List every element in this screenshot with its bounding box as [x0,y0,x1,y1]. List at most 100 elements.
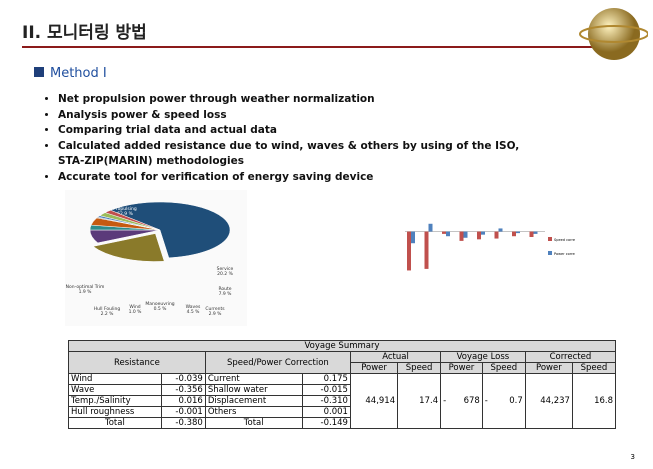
pie-label-value: 1.9 % [79,289,93,295]
cell: Total [68,417,162,429]
cell: -0.039 [160,373,206,385]
header: Voyage Loss [440,351,526,363]
bar [533,231,538,234]
pie-label: Waves 4.5 % [186,304,201,315]
pie-label: Manoeuvring 0.5 % [145,301,174,312]
pie-label-value: 2.2 % [101,311,115,317]
bar [459,231,464,241]
pie-label: Propulsing 62.9 % [113,206,137,217]
bar [463,231,468,238]
header: Actual [349,351,442,363]
cell: -0.356 [160,384,206,396]
cell: 17.4 [397,373,442,429]
bar [411,231,415,244]
bullet-list: Net propulsion power through weather nor… [40,92,519,185]
pie-label-name: Propulsing [113,206,137,212]
pie-label-name: Waves [186,304,201,310]
cell: Hull roughness [68,406,162,418]
cell: - 678 [440,373,483,429]
cell-text: - [443,396,447,406]
cell: -0.015 [301,384,351,396]
bar [512,231,516,237]
cell: -0.001 [160,406,206,418]
table-row: Hull roughness -0.001 Others 0.001 [68,406,616,418]
pie-label-value: 2.9 % [209,311,223,317]
pie-label-name: Currents [205,306,225,312]
table-row: Wind -0.039 Current 0.175 44,914 17.4-678-0.7… [68,373,617,429]
cell: -0.149 [301,417,351,429]
bullet-text: STA-ZIP(MARIN) methodologies [58,155,245,167]
legend-swatch [548,237,552,241]
pie-label: Non-optimal Trim 1.9 % [66,284,105,295]
bar [446,231,450,237]
bar [428,223,433,232]
cell: - 0.7 [481,373,526,429]
bar [407,231,411,271]
subheader: Speed [481,362,526,374]
bar [424,231,429,269]
pie-label: Route 7.9 % [218,286,232,297]
legend-label: Power correction [554,252,575,256]
pie-label-value: 0.5 % [154,306,168,312]
bullet-text: Calculated added resistance due to wind,… [58,139,520,152]
table-caption: Voyage Summary [68,340,616,352]
pie-slice [92,233,165,262]
table-row: Temp./Salinity 0.016 Displacement -0.310 [68,395,616,407]
subheader: Speed [397,362,442,374]
pie-label: Currents 2.9 % [205,306,225,317]
table-row: Wave -0.356 Shallow water -0.015 [68,384,616,396]
bar [516,231,520,234]
header: Speed/Power Correction [204,351,351,374]
pie-label-name: Wind [129,304,140,310]
cell: Total [204,417,303,429]
pie-label-name: Non-optimal Trim [66,284,105,290]
cell-text: 678 [463,396,480,406]
globe-logo [579,8,648,60]
cell: Others [204,406,303,418]
legend-swatch [548,251,552,255]
pie-label-value: 1.0 % [129,309,143,315]
cell: 0.001 [301,406,351,418]
subheader: Power [524,362,573,374]
bullet: Net propulsion power through weather nor… [58,92,519,108]
cell: 44,237 [524,373,573,429]
pie-label: Hull Fouling 2.2 % [94,306,121,317]
cell-text: 0.7 [509,396,523,406]
cell: Current [204,373,303,385]
bar [498,228,503,232]
bullet: Calculated added resistance due to wind,… [58,139,519,170]
cell: 16.8 [571,373,617,429]
bar [481,231,485,235]
cell: 44,914 [349,373,399,429]
cell: 0.016 [160,395,206,407]
pie-label-value: 62.9 % [117,211,133,217]
bar [494,231,499,239]
cell: 0.175 [301,373,351,385]
bullet: Analysis power & speed loss [58,108,519,124]
bar [529,231,534,237]
section-title: Method I [34,66,107,81]
page-number: 3 [630,453,635,461]
pie-label-name: Manoeuvring [145,301,174,307]
cell: Shallow water [204,384,303,396]
cell: Displacement [204,395,303,407]
pie-label-value: 7.9 % [219,291,233,297]
subheader: Power [349,362,399,374]
pie-slice [104,209,161,231]
pie-chart: Propulsing 62.9 % Service 20.2 % Route 7.9 % C… [65,190,247,326]
slide-title: II. 모니터링 방법 [22,23,147,43]
pie-label-name: Service [217,266,234,272]
table-row: Total -0.380 Total -0.149 [68,417,616,429]
pie-label-name: Hull Fouling [94,306,121,312]
bar [477,231,481,240]
legend-label: Speed correction [554,238,575,242]
cell: -0.310 [301,395,351,407]
header: Corrected [524,351,617,363]
cell: Temp./Salinity [68,395,162,407]
title-rule [22,46,592,48]
pie-label-value: 20.2 % [217,271,233,277]
section-text: Method I [50,66,107,81]
cell-text: - [484,396,488,406]
pie-label-name: Route [218,286,231,292]
